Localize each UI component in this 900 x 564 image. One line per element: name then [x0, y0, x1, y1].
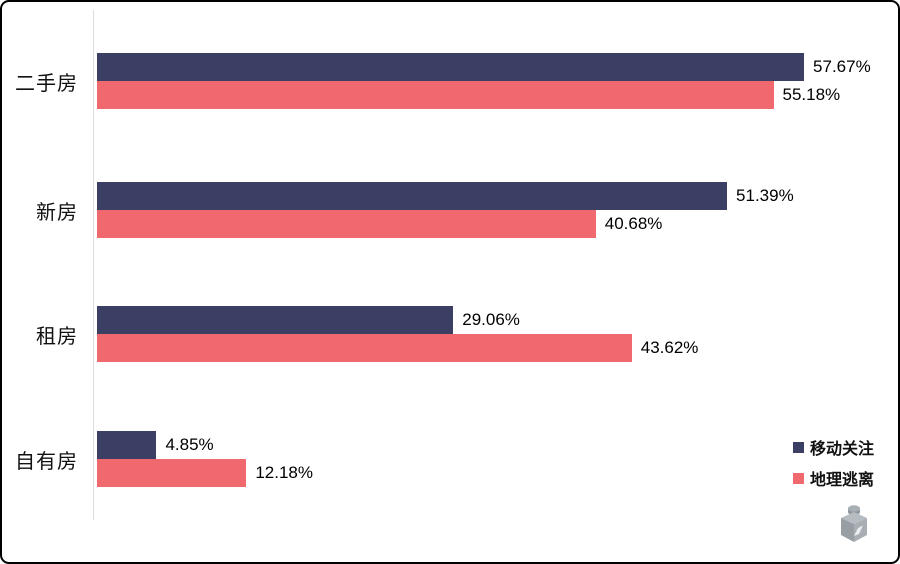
y-axis-line — [93, 10, 94, 520]
value-label: 29.06% — [462, 310, 520, 329]
value-label: 43.62% — [640, 338, 699, 357]
bar-segment — [97, 53, 805, 81]
category-label: 新房 — [36, 201, 78, 224]
category-label: 二手房 — [15, 72, 78, 95]
bar-segment — [97, 334, 632, 362]
bar-segment — [97, 459, 247, 487]
category-label: 自有房 — [15, 450, 78, 473]
value-label: 55.18% — [782, 85, 841, 104]
value-label: 51.39% — [736, 186, 794, 205]
legend-label: 地理逃离 — [810, 472, 875, 489]
value-label: 12.18% — [255, 463, 313, 482]
legend-swatch-icon — [793, 472, 804, 484]
legend-item: 移动关注 — [793, 435, 874, 459]
value-label: 57.67% — [813, 57, 871, 76]
bar-segment — [97, 431, 157, 459]
bar-segment — [97, 182, 728, 210]
bar-segment — [97, 81, 774, 109]
bar-segment — [97, 210, 596, 238]
legend: 移动关注 地理逃离 — [793, 435, 874, 490]
value-label: 40.68% — [604, 214, 663, 233]
category-label: 租房 — [36, 325, 78, 348]
legend-swatch-icon — [793, 441, 804, 453]
legend-label: 移动关注 — [810, 441, 875, 458]
cube-logo-icon — [841, 505, 867, 542]
value-label: 4.85% — [165, 435, 214, 454]
bar-segment — [97, 306, 454, 334]
legend-item: 地理逃离 — [793, 466, 874, 490]
